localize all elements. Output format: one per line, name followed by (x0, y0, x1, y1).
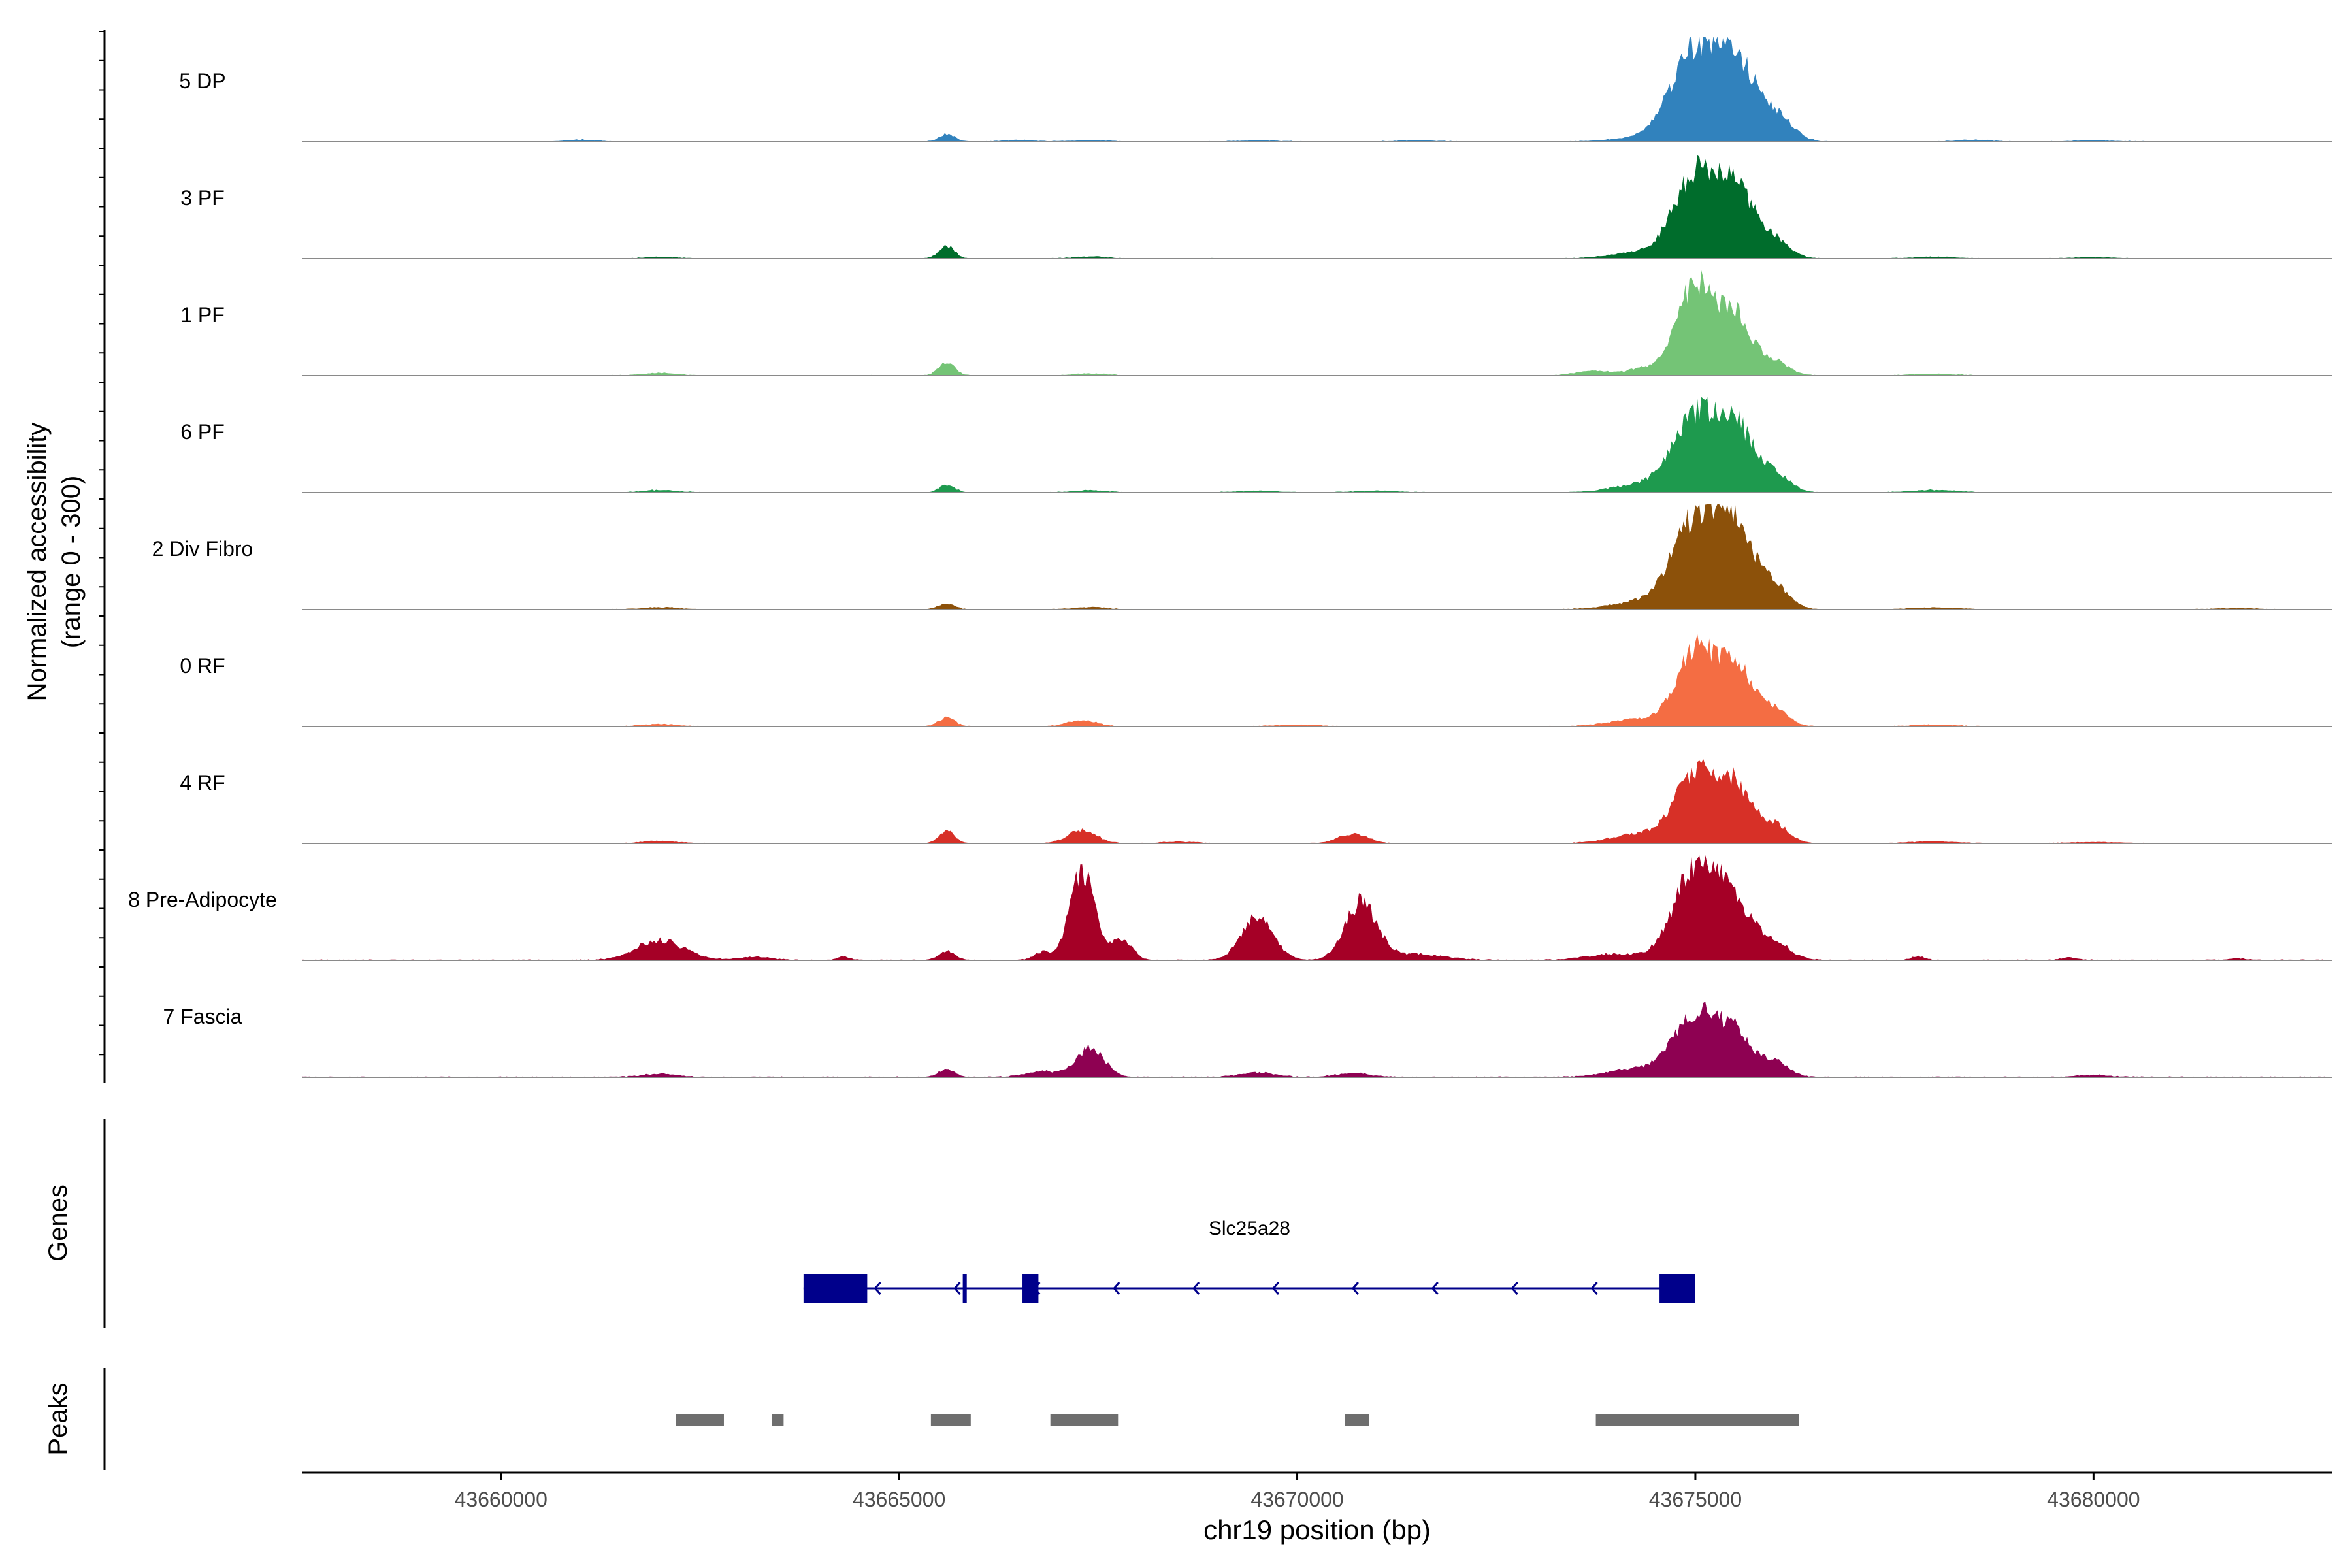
peak-region (1345, 1414, 1369, 1426)
peak-region (772, 1414, 784, 1426)
coverage-area (302, 504, 2332, 610)
track-label: 5 DP (179, 69, 225, 93)
gene-exon (962, 1274, 967, 1303)
track-label: 4 RF (180, 771, 225, 794)
peaks-panel: Peaks (44, 1368, 1799, 1470)
track: 3 PF (99, 148, 2332, 259)
peaks-panel-title: Peaks (44, 1382, 73, 1455)
track-label: 1 PF (180, 303, 225, 327)
genes-panel-title: Genes (44, 1184, 73, 1262)
coverage-area (302, 37, 2332, 142)
track: 5 DP (99, 31, 2332, 142)
track-label: 8 Pre-Adipocyte (128, 888, 277, 911)
x-axis-title: chr19 position (bp) (1203, 1514, 1431, 1545)
strand-arrow (1351, 1282, 1359, 1295)
peak-region (676, 1414, 724, 1426)
gene-label: Slc25a28 (1209, 1218, 1290, 1239)
track-label: 6 PF (180, 420, 225, 444)
strand-arrow (1431, 1282, 1439, 1295)
track: 0 RF (99, 615, 2332, 727)
peak-region (1595, 1414, 1799, 1426)
x-tick-label: 43660000 (455, 1488, 547, 1511)
strand-arrow (1590, 1282, 1598, 1295)
strand-arrow (1271, 1282, 1280, 1295)
strand-arrow (874, 1282, 881, 1295)
strand-arrow (953, 1282, 961, 1295)
track: 4 RF (99, 732, 2332, 844)
gene-exon (1659, 1274, 1695, 1303)
track-label: 0 RF (180, 654, 225, 678)
gene-model: Slc25a28 (803, 1218, 1695, 1303)
track: 6 PF (99, 382, 2332, 493)
strand-arrow (1192, 1282, 1200, 1295)
peak-region (1050, 1414, 1119, 1426)
gene-exon (803, 1274, 868, 1303)
x-tick-label: 43665000 (853, 1488, 945, 1511)
peak-region (930, 1414, 971, 1426)
coverage-area (302, 397, 2332, 493)
coverage-area (302, 855, 2332, 960)
track-label: 3 PF (180, 186, 225, 210)
x-axis: chr19 position (bp) 43660000 43665000 4367… (302, 1471, 2332, 1545)
coverage-tracks: 5 DP 3 PF 1 PF 6 PF 2 Div Fibro 0 RF 4 RF 8 Pre… (99, 30, 2332, 1083)
x-tick-label: 43670000 (1250, 1488, 1343, 1511)
coverage-area (302, 1002, 2332, 1077)
y-axis-title: Normalized accessibility (23, 423, 52, 702)
track: 1 PF (99, 265, 2332, 376)
track: 8 Pre-Adipocyte (99, 849, 2332, 961)
track: 7 Fascia (99, 966, 2332, 1078)
genes-panel: Genes Slc25a28 (44, 1119, 1695, 1328)
coverage-area (302, 270, 2332, 376)
gene-exon (1022, 1274, 1039, 1303)
x-tick-label: 43675000 (1649, 1488, 1742, 1511)
coverage-area (302, 634, 2332, 727)
track-label: 2 Div Fibro (152, 537, 253, 561)
coverage-area (302, 759, 2332, 843)
track-label: 7 Fascia (163, 1005, 242, 1028)
strand-arrow (1511, 1282, 1518, 1295)
y-axis-range: (range 0 - 300) (57, 476, 86, 649)
y-axis-label: Normalized accessibility (range 0 - 300) (23, 423, 86, 702)
track: 2 Div Fibro (99, 498, 2332, 610)
x-tick-label: 43680000 (2047, 1488, 2140, 1511)
coverage-area (302, 155, 2332, 259)
strand-arrow (1113, 1282, 1120, 1295)
